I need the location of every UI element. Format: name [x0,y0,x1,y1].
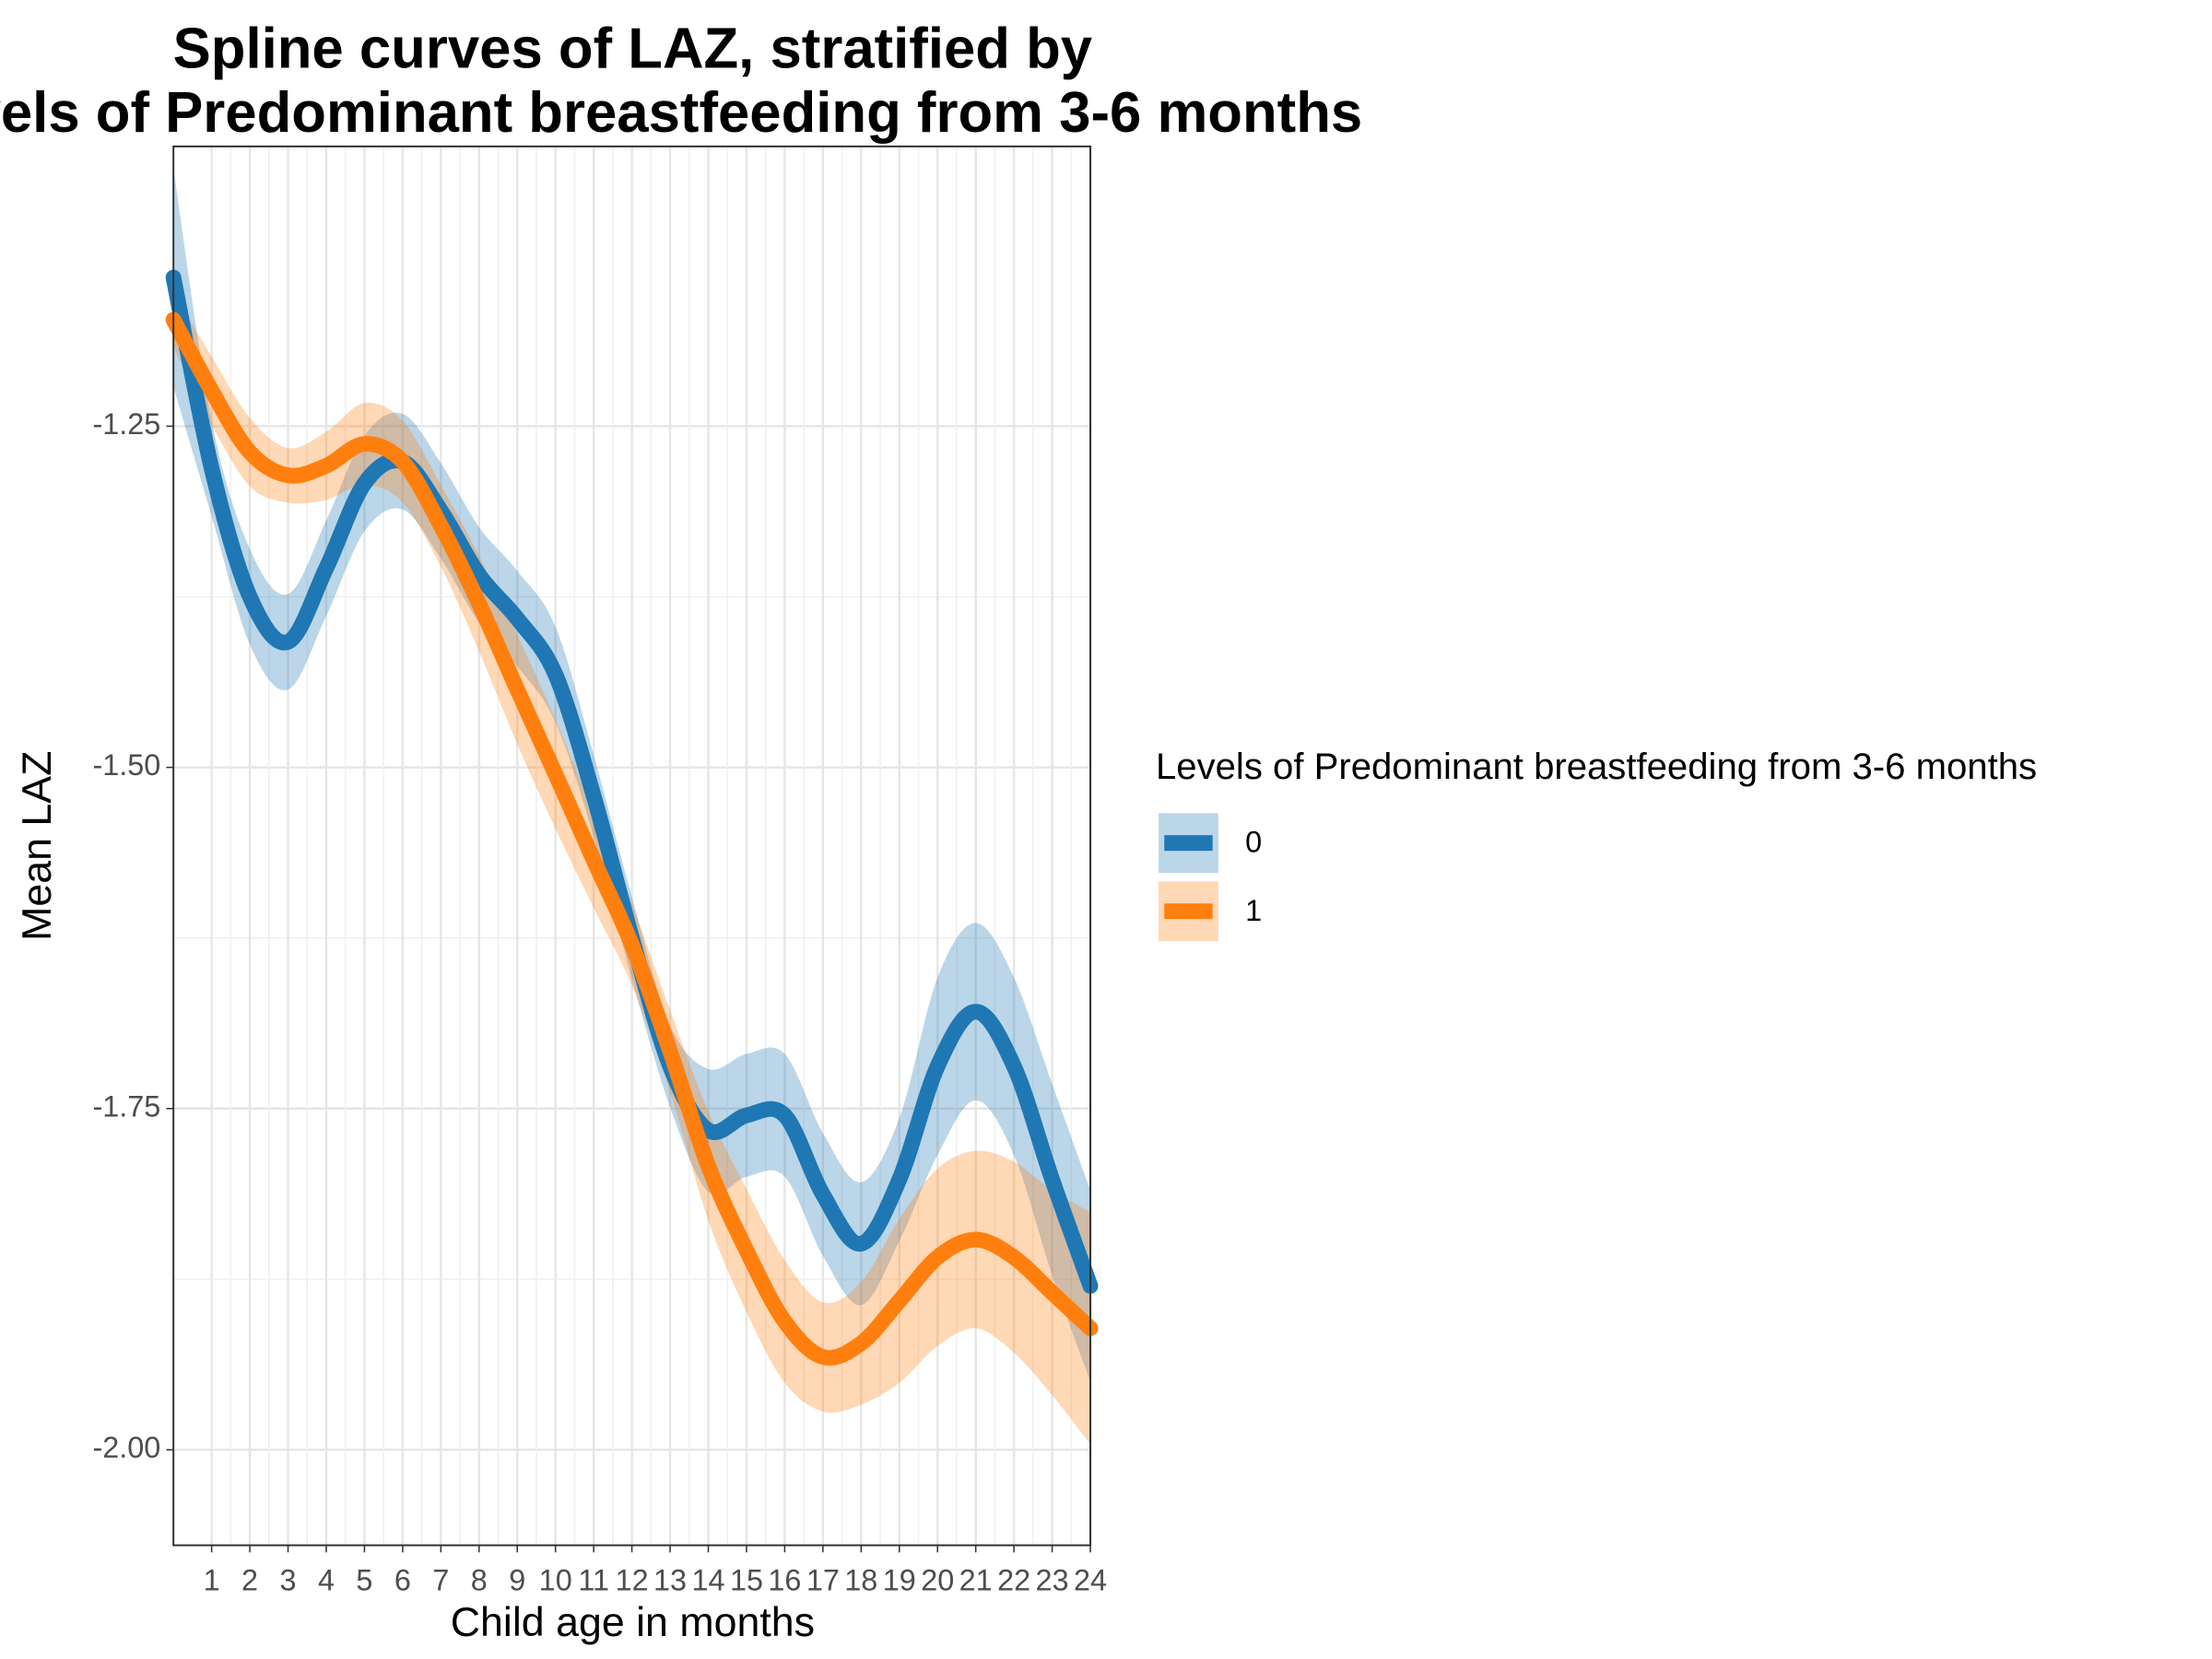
x-tick-label: 13 [653,1563,687,1596]
x-tick-label: 12 [616,1563,649,1596]
legend-label: 1 [1245,894,1262,927]
x-tick-label: 17 [806,1563,840,1596]
x-tick-label: 21 [959,1563,993,1596]
x-tick-label: 11 [578,1563,609,1596]
x-tick-label: 14 [692,1563,725,1596]
x-axis-label: Child age in months [451,1600,815,1645]
confidence-band [173,292,1091,1445]
x-tick-label: 24 [1074,1563,1107,1596]
chart-title: Spline curves of LAZ, stratified by [173,17,1092,80]
x-tick-label: 10 [539,1563,572,1596]
y-tick-label: -1.75 [92,1089,160,1123]
legend-label: 0 [1245,826,1262,859]
x-tick-label: 18 [844,1563,877,1596]
x-tick-label: 4 [318,1563,335,1596]
x-tick-label: 9 [509,1563,525,1596]
x-tick-label: 20 [921,1563,954,1596]
x-tick-label: 8 [471,1563,488,1596]
y-tick-label: -2.00 [92,1431,160,1465]
y-tick-label: -1.25 [92,407,160,441]
panel-border [172,145,1092,1547]
y-tick-label: -1.50 [92,748,160,782]
x-tick-label: 7 [432,1563,449,1596]
x-tick-label: 6 [394,1563,411,1596]
x-tick-label: 19 [883,1563,916,1596]
x-tick-label: 3 [280,1563,297,1596]
x-tick-label: 5 [356,1563,372,1596]
legend-title: Levels of Predominant breastfeeding from… [1156,747,2037,787]
x-tick-label: 2 [241,1563,258,1596]
chart-title: Levels of Predominant breastfeeding from… [0,81,1362,145]
x-tick-label: 23 [1036,1563,1069,1596]
y-axis-label: Mean LAZ [15,751,60,941]
x-tick-label: 15 [730,1563,763,1596]
marks [165,168,1099,1445]
x-tick-label: 1 [204,1563,220,1596]
x-tick-label: 16 [768,1563,801,1596]
x-tick-label: 22 [997,1563,1030,1596]
line [165,312,1099,1366]
